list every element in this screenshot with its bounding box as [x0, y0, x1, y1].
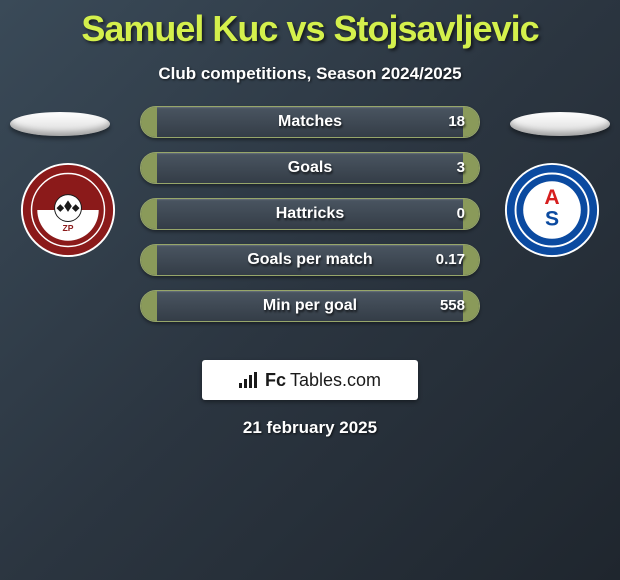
club-badge-left: ZP — [20, 162, 116, 258]
subtitle: Club competitions, Season 2024/2025 — [0, 64, 620, 84]
brand-text-tables: Tables.com — [290, 370, 381, 391]
date-label: 21 february 2025 — [0, 418, 620, 438]
stat-label: Matches — [141, 113, 479, 131]
stat-row: Min per goal558 — [140, 290, 480, 322]
stat-row: Matches18 — [140, 106, 480, 138]
stat-value-right: 0.17 — [436, 251, 465, 268]
svg-text:S: S — [545, 207, 559, 230]
stat-value-right: 0 — [457, 205, 465, 222]
club-badge-right: A S TRENCIN — [504, 162, 600, 258]
page-title: Samuel Kuc vs Stojsavljevic — [0, 0, 620, 50]
stat-row: Hattricks0 — [140, 198, 480, 230]
brand-text-fc: Fc — [265, 370, 286, 391]
stat-label: Goals — [141, 159, 479, 177]
shield-icon: ZP — [20, 162, 116, 258]
shield-icon: A S TRENCIN — [504, 162, 600, 258]
player-slot-left — [10, 112, 110, 136]
stat-label: Hattricks — [141, 205, 479, 223]
stat-row: Goals3 — [140, 152, 480, 184]
comparison-area: ZP A S TRENCIN Matches18Goals3Hattricks0… — [0, 122, 620, 352]
svg-text:ZP: ZP — [62, 223, 73, 233]
svg-text:A: A — [544, 186, 559, 209]
stat-value-right: 18 — [448, 113, 465, 130]
stat-table: Matches18 Goals3 Hattricks0 Goals per match… — [140, 106, 480, 336]
stat-label: Min per goal — [141, 297, 479, 315]
player-slot-right — [510, 112, 610, 136]
stat-label: Goals per match — [141, 251, 479, 269]
stat-row: Goals per match0.17 — [140, 244, 480, 276]
bar-chart-icon — [239, 372, 261, 388]
stat-value-right: 3 — [457, 159, 465, 176]
stat-value-right: 558 — [440, 297, 465, 314]
svg-text:TRENCIN: TRENCIN — [504, 162, 534, 164]
brand-logo: FcTables.com — [202, 360, 418, 400]
